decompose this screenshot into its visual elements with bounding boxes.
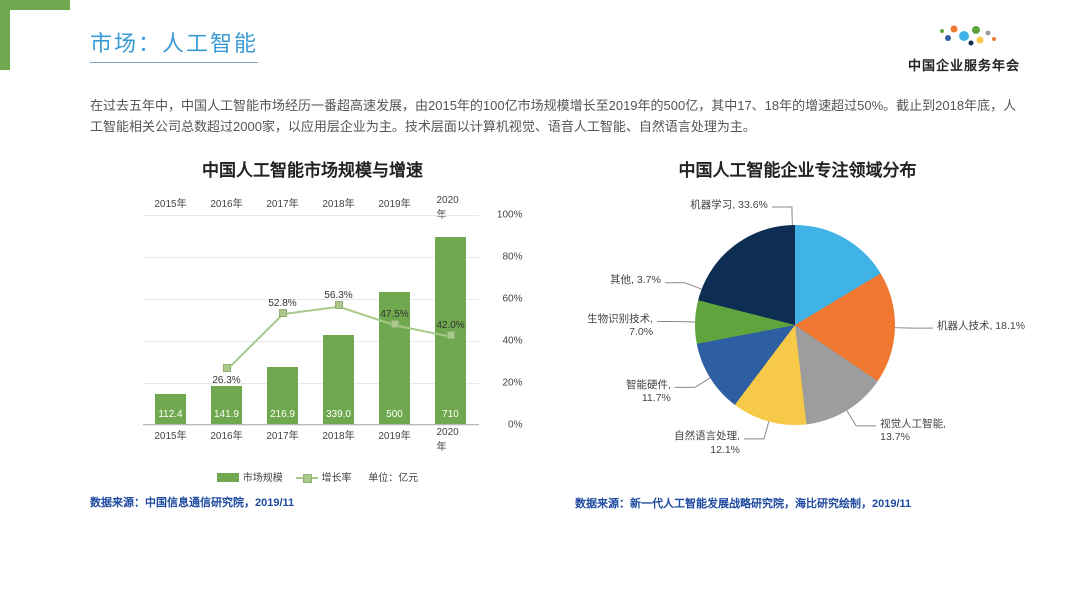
pie-slice-label: 生物识别技术,7.0% (587, 313, 653, 339)
top-axis-tick: 2016年 (210, 195, 242, 210)
bottom-axis-tick: 2015年 (154, 427, 186, 442)
pie-slice-label: 机器学习, 33.6% (690, 199, 768, 212)
growth-marker (223, 364, 231, 372)
growth-marker (279, 309, 287, 317)
growth-value-label: 47.5% (380, 309, 408, 320)
corner-accent-v (0, 0, 10, 70)
bottom-axis-tick: 2019年 (378, 427, 410, 442)
pie-slice-label: 视觉人工智能,13.7% (880, 418, 946, 444)
legend-swatch-line (296, 477, 318, 479)
growth-value-label: 56.3% (324, 290, 352, 301)
pie-slice-label: 自然语言处理,12.1% (674, 430, 740, 456)
pie-chart: 机器学习, 33.6%机器人技术, 18.1%视觉人工智能,13.7%自然语言处… (575, 185, 1015, 485)
legend-unit: 单位：亿元 (368, 473, 418, 484)
growth-marker (335, 301, 343, 309)
logo-text: 中国企业服务年会 (908, 55, 1020, 74)
pie-chart-container: 中国人工智能企业专注领域分布 机器学习, 33.6%机器人技术, 18.1%视觉… (575, 156, 1020, 511)
bar-chart-container: 中国人工智能市场规模与增速 2015年 2016年 2017年 2018年 2019年 2… (90, 156, 535, 510)
bottom-axis-tick: 2016年 (210, 427, 242, 442)
top-axis-tick: 2017年 (266, 195, 298, 210)
bar-chart-source: 数据来源：中国信息通信研究院，2019/11 (90, 494, 535, 510)
bottom-axis-tick: 2018年 (322, 427, 354, 442)
right-axis-tick: 0% (508, 419, 522, 430)
bar-chart-title: 中国人工智能市场规模与增速 (90, 156, 535, 181)
right-axis-tick: 80% (502, 251, 522, 262)
bottom-axis-tick: 2017年 (266, 427, 298, 442)
right-axis-tick: 100% (497, 209, 523, 220)
growth-marker (391, 320, 399, 328)
pie-chart-source: 数据来源：新一代人工智能发展战略研究院，海比研究绘制，2019/11 (575, 495, 1020, 511)
growth-value-label: 26.3% (212, 375, 240, 386)
page-title: 市场：人工智能 (90, 26, 258, 63)
bar-chart: 2015年2016年2017年2018年2019年2020年 112.4141.… (103, 185, 523, 465)
intro-paragraph: 在过去五年中，中国人工智能市场经历一番超高速发展，由2015年的100亿市场规模… (90, 96, 1020, 138)
top-axis-tick: 2015年 (154, 195, 186, 210)
logo-dots-icon (924, 20, 1004, 48)
corner-accent-h (0, 0, 70, 10)
top-axis-tick: 2018年 (322, 195, 354, 210)
legend-label-line: 增长率 (322, 473, 352, 484)
growth-value-label: 42.0% (436, 320, 464, 331)
right-axis-tick: 40% (502, 335, 522, 346)
top-axis-tick: 2019年 (378, 195, 410, 210)
growth-value-label: 52.8% (268, 298, 296, 309)
pie-slice-label: 机器人技术, 18.1% (937, 320, 1025, 333)
slide: 市场：人工智能 中国企业服务年会 在过去五年中，中国人工智能市场经历一番超高速发… (0, 0, 1080, 598)
legend-label-bar: 市场规模 (243, 473, 283, 484)
growth-marker (447, 331, 455, 339)
right-axis-tick: 60% (502, 293, 522, 304)
legend-swatch-bar (217, 473, 239, 482)
pie-slice-label: 其他, 3.7% (610, 274, 661, 287)
bottom-axis-tick: 2020年 (437, 427, 465, 453)
right-axis-tick: 20% (502, 377, 522, 388)
pie-slice-label: 智能硬件,11.7% (626, 379, 671, 405)
bar-chart-legend: 市场规模 增长率 单位：亿元 (90, 469, 535, 484)
pie-chart-title: 中国人工智能企业专注领域分布 (575, 156, 1020, 181)
logo: 中国企业服务年会 (908, 20, 1020, 74)
